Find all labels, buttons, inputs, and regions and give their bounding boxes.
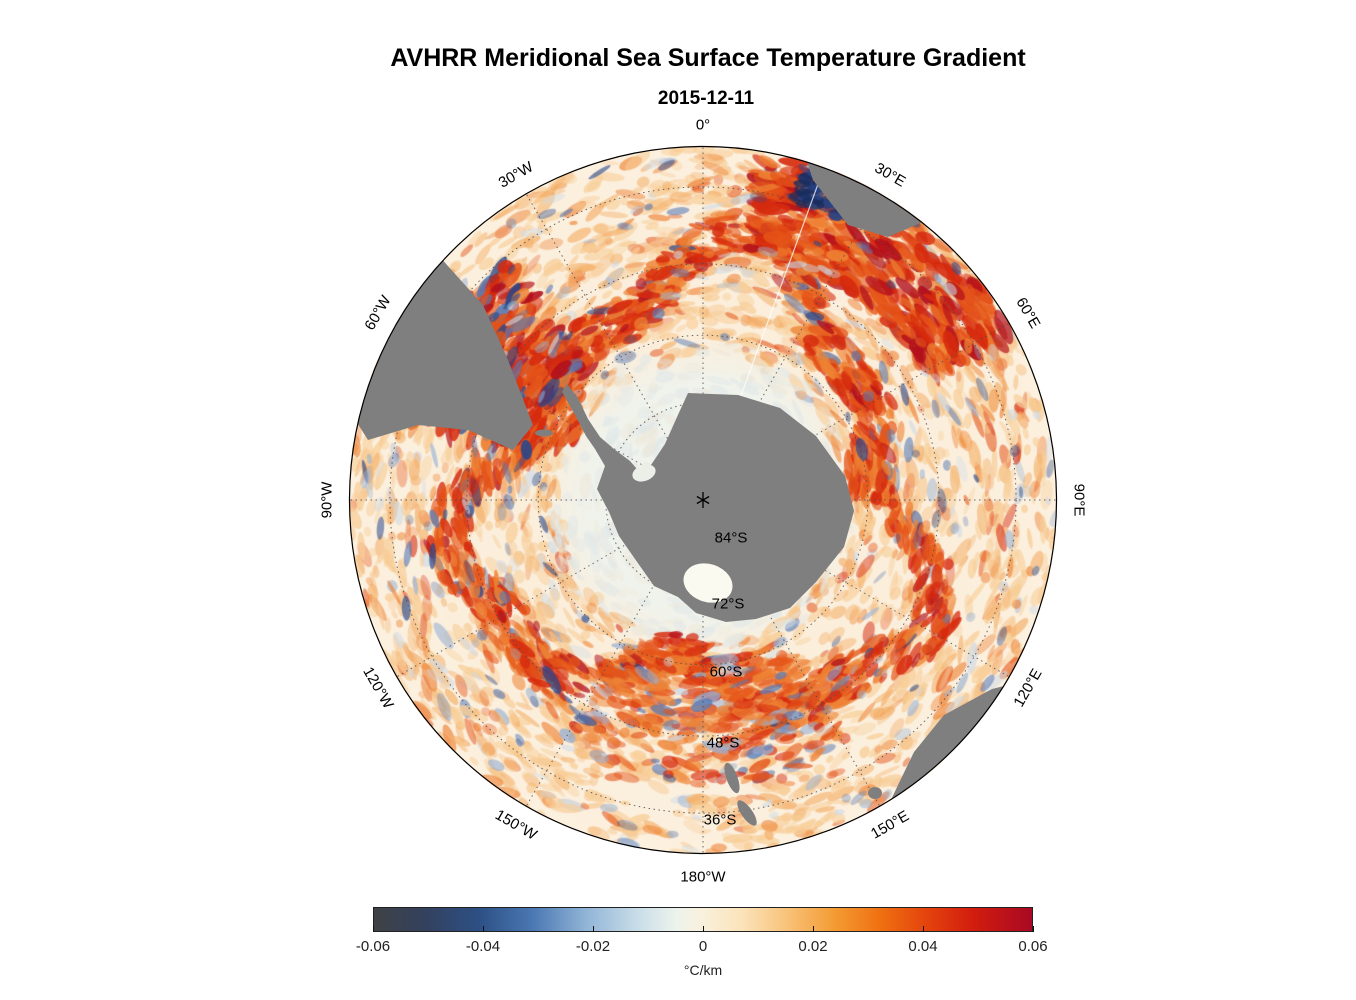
colorbar-tick-label: 0 — [698, 938, 708, 955]
colorbar-tick-label: 0.06 — [1018, 938, 1048, 955]
tasmania-landmass — [868, 787, 882, 799]
south-america-landmass — [349, 225, 533, 450]
map-overlay — [348, 145, 1058, 855]
new-zealand-north-island — [737, 800, 757, 826]
polar-map — [348, 145, 1058, 855]
figure-date: 2015-12-11 — [657, 88, 755, 109]
colorbar-tickmark — [703, 926, 704, 932]
ronne-ice-shelf — [632, 464, 656, 482]
lon-label-0: 0° — [695, 116, 711, 134]
colorbar-tick-label: 0.04 — [908, 938, 938, 955]
figure-title: AVHRR Meridional Sea Surface Temperature… — [390, 44, 1026, 72]
colorbar-units: °C/km — [683, 962, 723, 978]
map-outline — [348, 145, 1058, 855]
falkland-islands — [535, 429, 553, 437]
colorbar-tick-label: -0.04 — [465, 938, 501, 955]
lon-label-180w: 180°W — [680, 868, 726, 886]
colorbar-tickmark — [1033, 926, 1034, 932]
new-zealand-south-island — [724, 762, 740, 794]
africa-landmass — [793, 146, 973, 237]
lat-label-36s: 36°S — [703, 811, 737, 829]
colorbar-tickmark — [923, 926, 924, 932]
pole-marker — [696, 492, 710, 508]
colorbar-tick-label: 0.02 — [798, 938, 828, 955]
colorbar-tick-label: -0.02 — [575, 938, 611, 955]
australia-landmass — [883, 675, 1057, 854]
ross-ice-shelf — [683, 563, 733, 603]
lat-label-60s: 60°S — [709, 663, 743, 681]
lon-label-90e: 90°E — [1070, 483, 1088, 517]
colorbar-tickmark — [373, 926, 374, 932]
colorbar-tickmark — [483, 926, 484, 932]
colorbar-tick-label: -0.06 — [355, 938, 391, 955]
colorbar-tickmark — [813, 926, 814, 932]
lat-label-48s: 48°S — [706, 734, 740, 752]
colorbar-tickmark — [593, 926, 594, 932]
lat-label-84s: 84°S — [714, 529, 748, 547]
lat-label-72s: 72°S — [711, 595, 745, 613]
lon-label-90w: 90°W — [318, 481, 336, 519]
